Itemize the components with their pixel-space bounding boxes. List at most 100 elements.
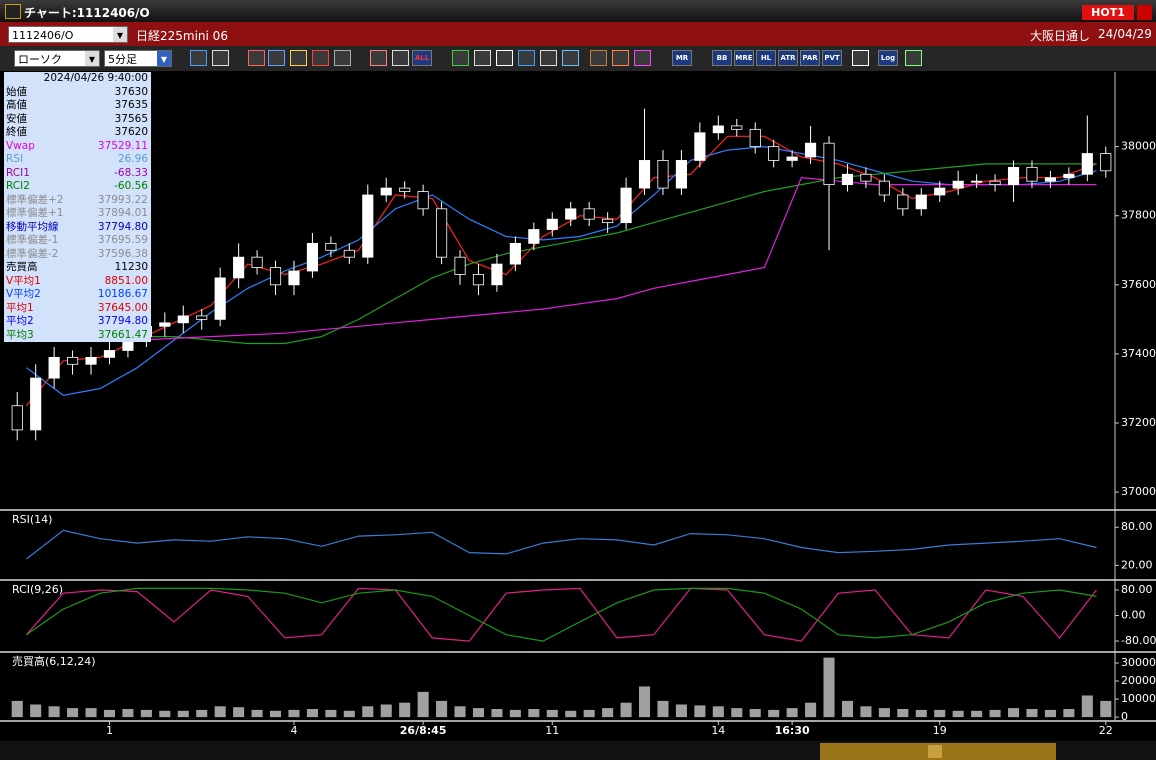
tool-icon[interactable]: [370, 50, 387, 66]
candle-body: [546, 218, 558, 230]
volume-bar: [786, 708, 798, 718]
tool-icon[interactable]: [518, 50, 535, 66]
info-label: 平均2: [6, 315, 34, 327]
candle-body: [325, 242, 337, 251]
line: [137, 163, 1097, 345]
info-row: V平均2 10186.67: [4, 288, 151, 302]
volume-bar: [1044, 709, 1056, 718]
tool-button[interactable]: MRE: [734, 50, 754, 66]
y-tick-label: 0.00: [1121, 609, 1146, 622]
volume-bar: [509, 709, 521, 718]
tool-icon[interactable]: [590, 50, 607, 66]
toolbar: ローソク ▼ 5分足 ▼ ALL MR BB MRE HL ATR PAR PVT Log: [0, 46, 1156, 71]
volume-bar: [1100, 700, 1112, 718]
dropdown-arrow: ▼: [113, 27, 127, 42]
volume-bar: [306, 709, 318, 718]
y-tick-label: 37600: [1121, 278, 1156, 291]
tool-icon[interactable]: [562, 50, 579, 66]
tool-icon[interactable]: [452, 50, 469, 66]
panel-title: RCI(9,26): [12, 583, 63, 596]
tool-button[interactable]: HL: [756, 50, 776, 66]
info-label: RSI: [6, 153, 24, 165]
tool-icon[interactable]: [612, 50, 629, 66]
line: [25, 135, 1097, 407]
app-icon: [5, 4, 21, 19]
tool-button[interactable]: ALL: [412, 50, 432, 66]
tool-button[interactable]: BB: [712, 50, 732, 66]
volume-bar: [841, 700, 854, 718]
info-row: 標準偏差+1 37894.01: [4, 207, 151, 221]
candle-body: [602, 218, 614, 224]
candle-body: [675, 160, 687, 189]
tool-button[interactable]: Log: [878, 50, 898, 66]
candle-body: [1044, 177, 1056, 182]
info-row: 平均3 37661.47: [4, 329, 151, 343]
info-value: 37695.59: [97, 234, 148, 246]
tool-button[interactable]: PAR: [800, 50, 820, 66]
info-label: V平均2: [6, 288, 41, 300]
info-value: 37620: [114, 126, 148, 138]
info-label: 標準偏差-1: [6, 234, 59, 246]
volume-bar: [860, 706, 872, 718]
tool-icon[interactable]: [496, 50, 513, 66]
tool-button[interactable]: PVT: [822, 50, 842, 66]
info-label: 高値: [6, 99, 27, 111]
chart-type-combo[interactable]: ローソク ▼: [14, 50, 100, 67]
volume-bar: [934, 709, 946, 718]
tool-icon[interactable]: [268, 50, 285, 66]
volume-bar: [694, 705, 706, 718]
candle-body: [694, 132, 706, 161]
volume-bar: [67, 708, 79, 718]
volume-bar: [196, 709, 208, 718]
candle-body: [657, 160, 669, 189]
tool-icon[interactable]: [290, 50, 307, 66]
tool-icon[interactable]: [334, 50, 351, 66]
tool-icon[interactable]: [905, 50, 922, 66]
tool-icon[interactable]: [634, 50, 651, 66]
line: [26, 529, 1097, 560]
tool-icon[interactable]: [248, 50, 265, 66]
x-tick-label: 14: [711, 724, 725, 737]
scrollbar: [0, 741, 1156, 760]
candle-body: [306, 242, 318, 272]
candle-body: [67, 356, 79, 365]
volume-bar: [103, 709, 116, 718]
tool-icon[interactable]: [474, 50, 491, 66]
volume-bar: [251, 709, 263, 718]
info-value: 8851.00: [104, 274, 148, 287]
info-datetime: 2024/04/26 9:40:00: [43, 72, 148, 84]
info-value: 37635: [114, 99, 148, 111]
tool-icon[interactable]: [212, 50, 229, 66]
tool-icon[interactable]: [312, 50, 329, 66]
symbol-combo[interactable]: 1112406/O ▼: [8, 26, 128, 43]
candle-body: [823, 142, 835, 186]
volume-bar: [952, 710, 964, 718]
x-tick-label: 16:30: [775, 724, 810, 737]
volume-bar: [288, 709, 300, 718]
x-tick-label: 19: [933, 724, 947, 737]
tool-icon[interactable]: [540, 50, 557, 66]
close-button[interactable]: [1137, 5, 1152, 20]
candle-body: [1007, 166, 1020, 186]
tool-icon[interactable]: [190, 50, 207, 66]
info-row: 平均1 37645.00: [4, 302, 151, 316]
candle-body: [159, 322, 171, 327]
interval-combo[interactable]: 5分足 ▼: [104, 50, 172, 67]
info-label: 平均1: [6, 301, 34, 314]
panel-title: 売買高(6,12,24): [12, 654, 96, 668]
info-row: RSI 26.96: [4, 153, 151, 167]
tool-icon[interactable]: [392, 50, 409, 66]
x-tick-label: 22: [1099, 724, 1113, 737]
tool-button[interactable]: ATR: [778, 50, 798, 66]
info-label: 平均3: [6, 328, 34, 341]
tool-icon[interactable]: [852, 50, 869, 66]
line: [26, 145, 1097, 397]
chart-type: ローソク: [18, 53, 62, 66]
info-value: 37630: [114, 85, 148, 98]
volume-bar: [878, 708, 890, 718]
volume-bar: [325, 709, 337, 718]
info-value: 37661.47: [97, 328, 148, 341]
hot-badge[interactable]: HOT1: [1082, 5, 1134, 20]
tool-button[interactable]: MR: [672, 50, 692, 66]
info-label: 移動平均線: [6, 220, 59, 233]
